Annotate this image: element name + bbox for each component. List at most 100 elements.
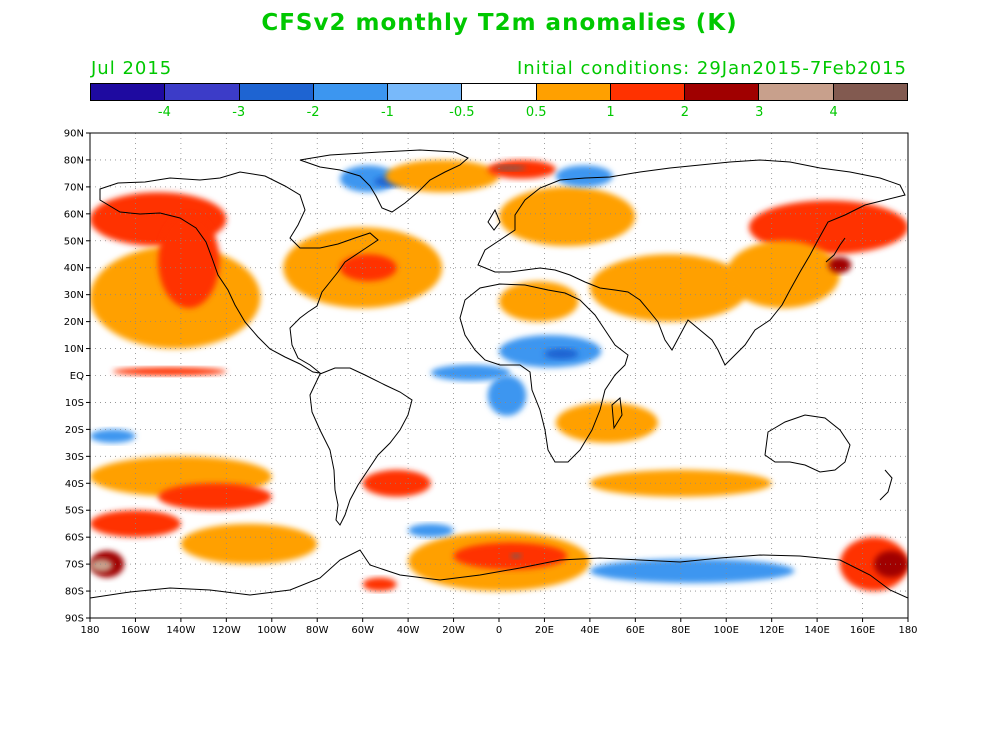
lon-label: 60E [626,625,645,636]
anomaly-patch [180,523,318,565]
lon-label: 160E [850,625,875,636]
colorbar-cell [536,84,611,100]
anomaly-patch [339,254,397,282]
coast-uk [487,208,501,231]
lat-label: 70S [65,560,84,571]
coast-eurasia [477,159,906,366]
lon-label: 0 [496,625,502,636]
colorbar-cell [91,84,166,100]
coast-new-zealand [879,469,893,501]
colorbar-label: 4 [829,105,838,120]
lat-label: EQ [70,371,84,382]
anomaly-patch [453,542,568,570]
colorbar-label: -3 [232,105,246,120]
anomaly-patch [544,348,579,360]
map-frame [89,132,909,619]
anomaly-patch [555,165,613,187]
colorbar-label: -0.5 [449,105,475,120]
coast-north-america [99,171,379,374]
anomaly-patch [828,256,852,274]
map-title: CFSv2 monthly T2m anomalies (K) [261,10,738,36]
anomaly-patch [494,165,527,171]
lat-label: 10S [65,398,84,409]
anomaly-patch [510,553,522,559]
colorbar [90,83,908,101]
lon-label: 180 [80,625,99,636]
lat-label: 30S [65,452,84,463]
colorbar-label: 0.5 [525,105,547,120]
anomaly-fields [90,159,908,592]
anomaly-patch [499,186,636,247]
coastlines [90,149,908,599]
lon-label: 100E [714,625,739,636]
colorbar-label: -1 [380,105,394,120]
colorbar-cell [685,84,760,100]
lon-label: 40W [397,625,420,636]
lat-label: 50S [65,506,84,517]
colorbar-cell [833,84,907,100]
anomaly-patch [158,213,220,309]
forecast-month: Jul 2015 [91,58,173,79]
lat-label: 30N [64,290,84,301]
anomaly-patch [589,558,795,583]
colorbar-cell [610,84,686,100]
colorbar-label: 1 [606,105,615,120]
anomaly-patch [726,240,840,309]
lat-label: 60S [65,533,84,544]
lon-label: 20W [442,625,465,636]
anomaly-patch [385,159,500,193]
colorbar-cell [759,84,834,100]
anomaly-patch [589,254,749,322]
lon-label: 60W [351,625,374,636]
lon-label: 20E [535,625,554,636]
lat-label: 80N [64,155,84,166]
coast-greenland [299,149,469,213]
anomaly-patch [112,367,227,376]
lat-label: 70N [64,182,84,193]
anomaly-patch [487,375,527,416]
lat-label: 50N [64,236,84,247]
colorbar-cell [388,84,463,100]
lon-label: 120W [212,625,241,636]
anomaly-patch [430,364,511,381]
coast-antarctica [90,549,908,599]
lon-label: 40E [580,625,599,636]
lon-label: 160W [121,625,150,636]
lat-label: 40N [64,263,84,274]
colorbar-label: 3 [755,105,764,120]
lat-label: 90S [65,614,84,625]
longitude-labels: 180 160W 140W 120W 100W 80W 60W 40W 20W 0 20E 40E 60… [80,625,917,636]
anomaly-patch [362,469,431,497]
initial-conditions: Initial conditions: 29Jan2015-7Feb2015 [516,58,907,79]
colorbar-cell [239,84,314,100]
latitude-labels: 90N 80N 70N 60N 50N 40N 30N 20N 10N EQ 10S 20S 30S 40… [64,129,84,625]
lat-label: 10N [64,344,84,355]
lat-label: 20N [64,317,84,328]
graticule [86,132,909,622]
lon-label: 140W [166,625,195,636]
lon-label: 120E [759,625,784,636]
anomaly-patch [408,523,454,538]
anomaly-patch [499,281,579,322]
lon-label: 80E [671,625,690,636]
lat-label: 90N [64,129,84,140]
colorbar-cell [165,84,240,100]
lon-label: 80W [306,625,329,636]
lon-label: 140E [804,625,829,636]
lon-label: 180 [898,625,917,636]
coast-japan [825,237,846,263]
colorbar-label: -4 [157,105,171,120]
anomaly-patch [555,402,659,443]
lat-label: 20S [65,425,84,436]
anomaly-patch [90,558,113,573]
lon-label: 100W [257,625,286,636]
colorbar-cell [313,84,389,100]
anomaly-patch [748,200,908,255]
lat-label: 60N [64,209,84,220]
colorbar-cell [462,84,537,100]
coast-madagascar [611,396,623,430]
colorbar-label: 2 [680,105,690,120]
coast-africa [459,283,629,463]
colorbar-label: -2 [306,105,320,120]
coast-south-america [309,367,413,526]
